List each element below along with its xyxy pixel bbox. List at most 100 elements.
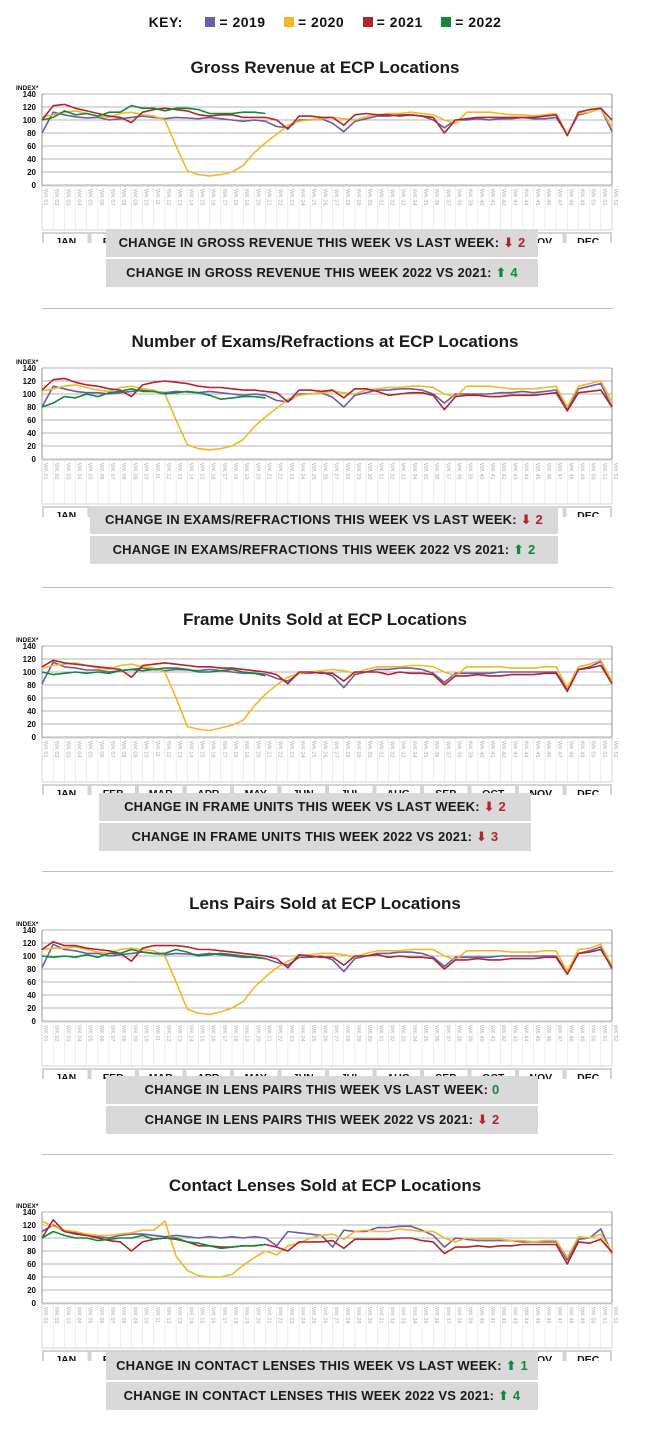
week-tick-label: WK 47 [556,463,562,480]
chart-frame-units: INDEX* 0 20 40 60 80 100 120 140 WK 01 WK 02 WK 03 W… [16,637,618,795]
week-tick-label: WK 34 [411,741,417,758]
y-tick-label: 120 [23,655,37,664]
month-cell [91,1070,135,1079]
month-label: SEP [435,788,456,795]
month-label: JUL [341,788,361,795]
week-tick-label: WK 24 [299,1307,305,1324]
week-tick-label: WK 37 [444,1307,450,1324]
week-tick-label: WK 18 [232,1025,238,1042]
week-tick-label: WK 31 [377,189,383,206]
week-tick-label: WK 52 [612,1025,618,1042]
y-tick-label: 60 [27,1260,36,1269]
month-cell [44,1070,88,1079]
y-tick-label: 140 [23,1208,37,1217]
week-tick-label: WK 22 [277,1307,283,1324]
y-tick-label: 60 [27,978,36,987]
y-axis-label: INDEX* [16,637,39,644]
week-tick-label: WK 13 [176,741,182,758]
week-tick-label: WK 49 [578,741,584,758]
week-tick-label: WK 44 [523,189,529,206]
week-tick-label: WK 07 [109,1025,115,1042]
week-tick-label: WK 34 [411,189,417,206]
month-label: DEC [577,1072,600,1079]
week-tick-label: WK 25 [310,189,316,206]
y-tick-label: 120 [23,103,37,112]
y-tick-label: 20 [27,442,36,451]
week-tick-label: WK 22 [277,463,283,480]
week-tick-label: WK 40 [478,1025,484,1042]
y-tick-label: 100 [23,1234,37,1243]
month-label: OCT [482,1072,505,1079]
week-tick-label: WK 22 [277,1025,283,1042]
week-tick-label: WK 38 [456,189,462,206]
month-cell [139,786,183,795]
week-tick-label: WK 15 [198,1025,204,1042]
week-tick-label: WK 49 [578,1307,584,1324]
week-tick-label: WK 18 [232,1307,238,1324]
section-exams: Number of Exams/Refractions at ECP Locat… [0,332,650,582]
month-cell [281,786,325,795]
week-tick-label: WK 11 [154,1307,160,1323]
y-tick-label: 0 [32,1017,37,1026]
week-tick-label: WK 36 [433,1307,439,1324]
y-tick-label: 120 [23,377,37,386]
week-tick-label: WK 12 [165,741,171,758]
month-label: MAR [149,788,173,795]
change-year-value: 2 [527,542,536,557]
month-label: MAY [245,788,267,795]
week-tick-label: WK 33 [400,189,406,206]
month-cell [139,1070,183,1079]
week-tick-label: WK 45 [534,463,540,480]
week-tick-label: WK 24 [299,741,305,758]
week-tick-label: WK 21 [266,1025,272,1042]
chart-lens-pairs: INDEX* 0 20 40 60 80 100 120 140 WK 01 WK 02 WK 03 W… [16,921,618,1079]
week-tick-label: WK 28 [344,741,350,758]
week-tick-label: WK 41 [489,189,495,206]
week-tick-label: WK 34 [411,1307,417,1324]
week-tick-label: WK 04 [76,463,82,480]
legend-item-2021: = 2021 [362,14,423,30]
week-tick-label: WK 43 [511,741,517,758]
month-cell [471,1070,515,1079]
week-tick-label: WK 10 [143,1025,149,1042]
y-tick-label: 0 [32,1299,37,1308]
week-tick-label: WK 40 [478,1307,484,1324]
y-tick-label: 0 [32,181,37,190]
y-tick-label: 60 [27,694,36,703]
week-tick-label: WK 31 [377,741,383,758]
y-tick-label: 0 [32,455,37,464]
week-tick-label: WK 50 [590,1025,596,1042]
week-tick-label: WK 20 [254,463,260,480]
y-tick-label: 80 [27,403,36,412]
week-tick-label: WK 17 [221,741,227,758]
series-line-2020 [41,1220,613,1278]
week-tick-label: WK 51 [601,189,607,206]
week-tick-label: WK 15 [198,1307,204,1324]
week-tick-label: WK 16 [210,1025,216,1042]
arrow-up-icon: ⬆ [498,1388,510,1403]
week-tick-label: WK 48 [567,741,573,758]
week-tick-label: WK 04 [76,189,82,206]
month-cell [91,786,135,795]
month-cell [329,786,373,795]
week-label-area [41,1303,613,1349]
week-tick-label: WK 06 [98,1307,104,1324]
y-tick-label: 40 [27,429,36,438]
legend-swatch-2022 [441,17,452,27]
section-lens-pairs: Lens Pairs Sold at ECP Locations INDEX* 0… [0,894,650,1144]
week-tick-label: WK 01 [42,741,48,758]
week-tick-label: WK 50 [590,189,596,206]
week-tick-label: WK 28 [344,463,350,480]
week-tick-label: WK 10 [143,463,149,480]
legend-item-2019: = 2019 [205,14,265,30]
week-tick-label: WK 03 [64,741,70,758]
week-tick-label: WK 24 [299,1025,305,1042]
week-tick-label: WK 29 [355,189,361,206]
legend-item-2020: = 2020 [283,14,344,30]
week-tick-label: WK 29 [355,1025,361,1042]
y-tick-label: 80 [27,129,36,138]
week-tick-label: WK 20 [254,1025,260,1042]
change-year-value: 4 [510,265,518,280]
week-tick-label: WK 10 [143,1307,149,1324]
week-tick-label: WK 51 [601,741,607,758]
